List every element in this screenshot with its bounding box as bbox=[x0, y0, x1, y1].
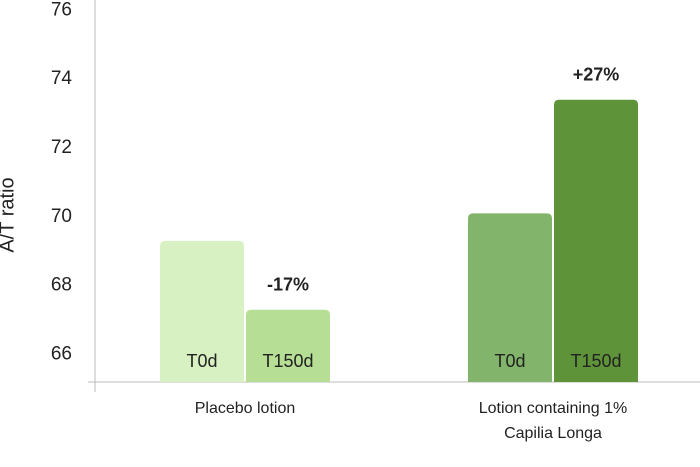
bar bbox=[246, 309, 330, 382]
y-tick-label: 66 bbox=[51, 343, 72, 364]
bar bbox=[554, 99, 638, 382]
y-tick-label: 70 bbox=[51, 206, 72, 227]
bar-series-label: T150d bbox=[570, 351, 621, 371]
bar bbox=[160, 240, 244, 382]
bar bbox=[468, 213, 552, 382]
bar-series-label: T0d bbox=[186, 351, 217, 371]
x-tick-label: Placebo lotion bbox=[194, 400, 296, 417]
change-label: +27% bbox=[573, 65, 620, 85]
y-tick-label: 76 bbox=[51, 0, 72, 20]
change-label: -17% bbox=[267, 274, 309, 294]
y-tick-label: 72 bbox=[51, 137, 72, 158]
x-tick-label: Lotion containing 1% Capilia Longa bbox=[478, 400, 628, 442]
y-axis-title: A/T ratio bbox=[0, 177, 18, 252]
bar-series-label: T0d bbox=[494, 351, 525, 371]
y-tick-label: 68 bbox=[51, 275, 72, 296]
bar-series-label: T150d bbox=[262, 351, 313, 371]
y-tick-label: 74 bbox=[51, 68, 73, 89]
